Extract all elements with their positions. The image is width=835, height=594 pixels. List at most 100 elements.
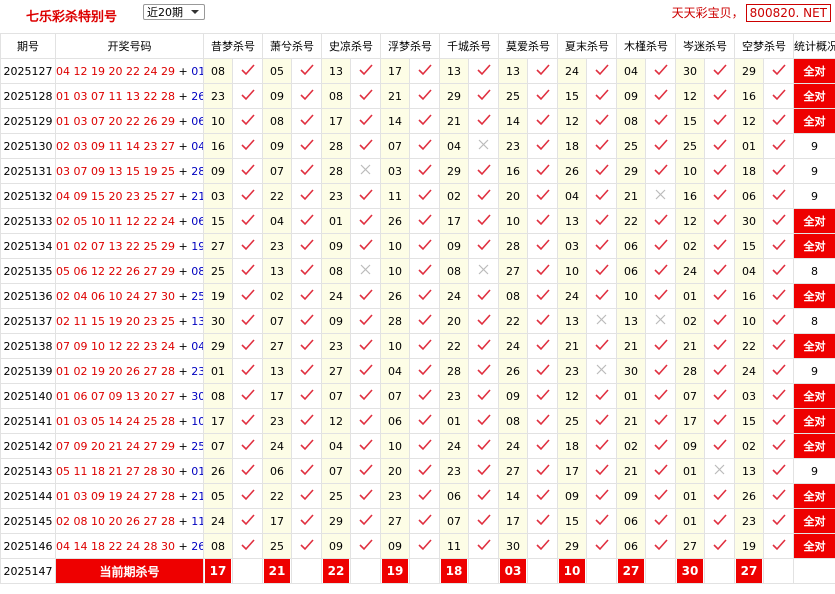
check-mark <box>645 333 676 359</box>
kill-number: 17 <box>439 208 469 234</box>
number: 27 <box>143 289 158 303</box>
check-mark <box>704 83 735 109</box>
check-mark <box>409 533 440 559</box>
number: 15 <box>126 164 140 178</box>
number: 24 <box>161 214 175 228</box>
check-mark <box>350 83 381 109</box>
kill-number: 17 <box>203 408 233 434</box>
number: 02 <box>73 239 88 253</box>
kill-number: 22 <box>262 483 292 509</box>
check-mark <box>409 108 440 134</box>
kill-number: 06 <box>616 258 646 284</box>
check-mark <box>763 158 794 184</box>
kill-number: 10 <box>380 258 410 284</box>
special-number: 13 <box>191 314 202 328</box>
check-mark <box>763 133 794 159</box>
check-mark <box>527 408 558 434</box>
kill-number: 12 <box>675 208 705 234</box>
current-row: 2025147 当前期杀号 17 21 22 19 18 03 10 27 30 27 <box>0 558 835 584</box>
check-mark <box>409 158 440 184</box>
number: 14 <box>73 539 88 553</box>
check-mark <box>527 508 558 534</box>
number: 27 <box>143 364 158 378</box>
number: 14 <box>108 414 123 428</box>
plus: + <box>178 439 188 453</box>
kill-number: 18 <box>734 158 764 184</box>
kill-number: 17 <box>380 58 410 84</box>
current-kill-cell: 18 <box>439 558 469 584</box>
number: 02 <box>56 314 71 328</box>
stat: 9 <box>793 458 835 484</box>
check-mark <box>586 208 617 234</box>
kill-number: 13 <box>321 58 351 84</box>
kill-number: 05 <box>262 58 292 84</box>
check-mark <box>704 133 735 159</box>
current-kill-cell: 30 <box>675 558 705 584</box>
column-header: 浮梦杀号 <box>380 33 440 59</box>
kill-number: 06 <box>734 183 764 209</box>
number: 11 <box>108 139 123 153</box>
kill-number: 07 <box>380 383 410 409</box>
blank <box>763 558 794 584</box>
check-mark <box>291 383 322 409</box>
kill-number: 02 <box>262 283 292 309</box>
period-select[interactable]: 近20期 <box>143 4 205 20</box>
check-mark <box>645 533 676 559</box>
draw-numbers: 04 12 19 20 22 24 29 + 01 <box>55 58 204 84</box>
kill-number: 01 <box>439 408 469 434</box>
kill-number: 27 <box>675 533 705 559</box>
kill-number: 17 <box>498 508 528 534</box>
kill-number: 06 <box>262 458 292 484</box>
stat: 9 <box>793 183 835 209</box>
plus: + <box>178 139 188 153</box>
check-mark <box>350 433 381 459</box>
kill-number: 08 <box>262 108 292 134</box>
check-mark <box>350 208 381 234</box>
blank <box>232 558 263 584</box>
kill-number: 07 <box>380 133 410 159</box>
kill-number: 18 <box>557 133 587 159</box>
stat: 9 <box>793 133 835 159</box>
kill-number: 20 <box>439 308 469 334</box>
current-kill: 21 <box>264 559 290 583</box>
check-mark <box>232 383 263 409</box>
draw-numbers: 01 03 07 11 13 22 28 + 26 <box>55 83 204 109</box>
number: 28 <box>143 464 158 478</box>
number: 03 <box>56 164 71 178</box>
check-mark <box>291 133 322 159</box>
check-mark <box>645 283 676 309</box>
number: 24 <box>126 489 140 503</box>
check-mark <box>409 408 440 434</box>
number: 27 <box>161 139 175 153</box>
title: 七乐彩杀特别号 <box>26 10 118 25</box>
kill-number: 03 <box>734 383 764 409</box>
number: 14 <box>126 139 140 153</box>
number: 01 <box>56 489 71 503</box>
number: 20 <box>91 439 105 453</box>
kill-number: 12 <box>675 83 705 109</box>
special-number: 25 <box>191 439 202 453</box>
check-mark <box>527 258 558 284</box>
check-mark <box>586 83 617 109</box>
number: 27 <box>143 489 158 503</box>
kill-number: 09 <box>321 233 351 259</box>
number: 19 <box>91 64 105 78</box>
number: 01 <box>56 414 71 428</box>
kill-number: 21 <box>616 183 646 209</box>
number: 28 <box>161 364 175 378</box>
number: 12 <box>91 264 105 278</box>
number: 24 <box>126 439 140 453</box>
kill-number: 17 <box>557 458 587 484</box>
site-box[interactable]: 800820. NET <box>745 4 831 22</box>
check-mark <box>763 58 794 84</box>
period: 2025138 <box>0 333 56 359</box>
number: 22 <box>143 89 158 103</box>
check-mark <box>586 383 617 409</box>
check-mark <box>586 283 617 309</box>
check-mark <box>704 408 735 434</box>
kill-number: 10 <box>498 208 528 234</box>
